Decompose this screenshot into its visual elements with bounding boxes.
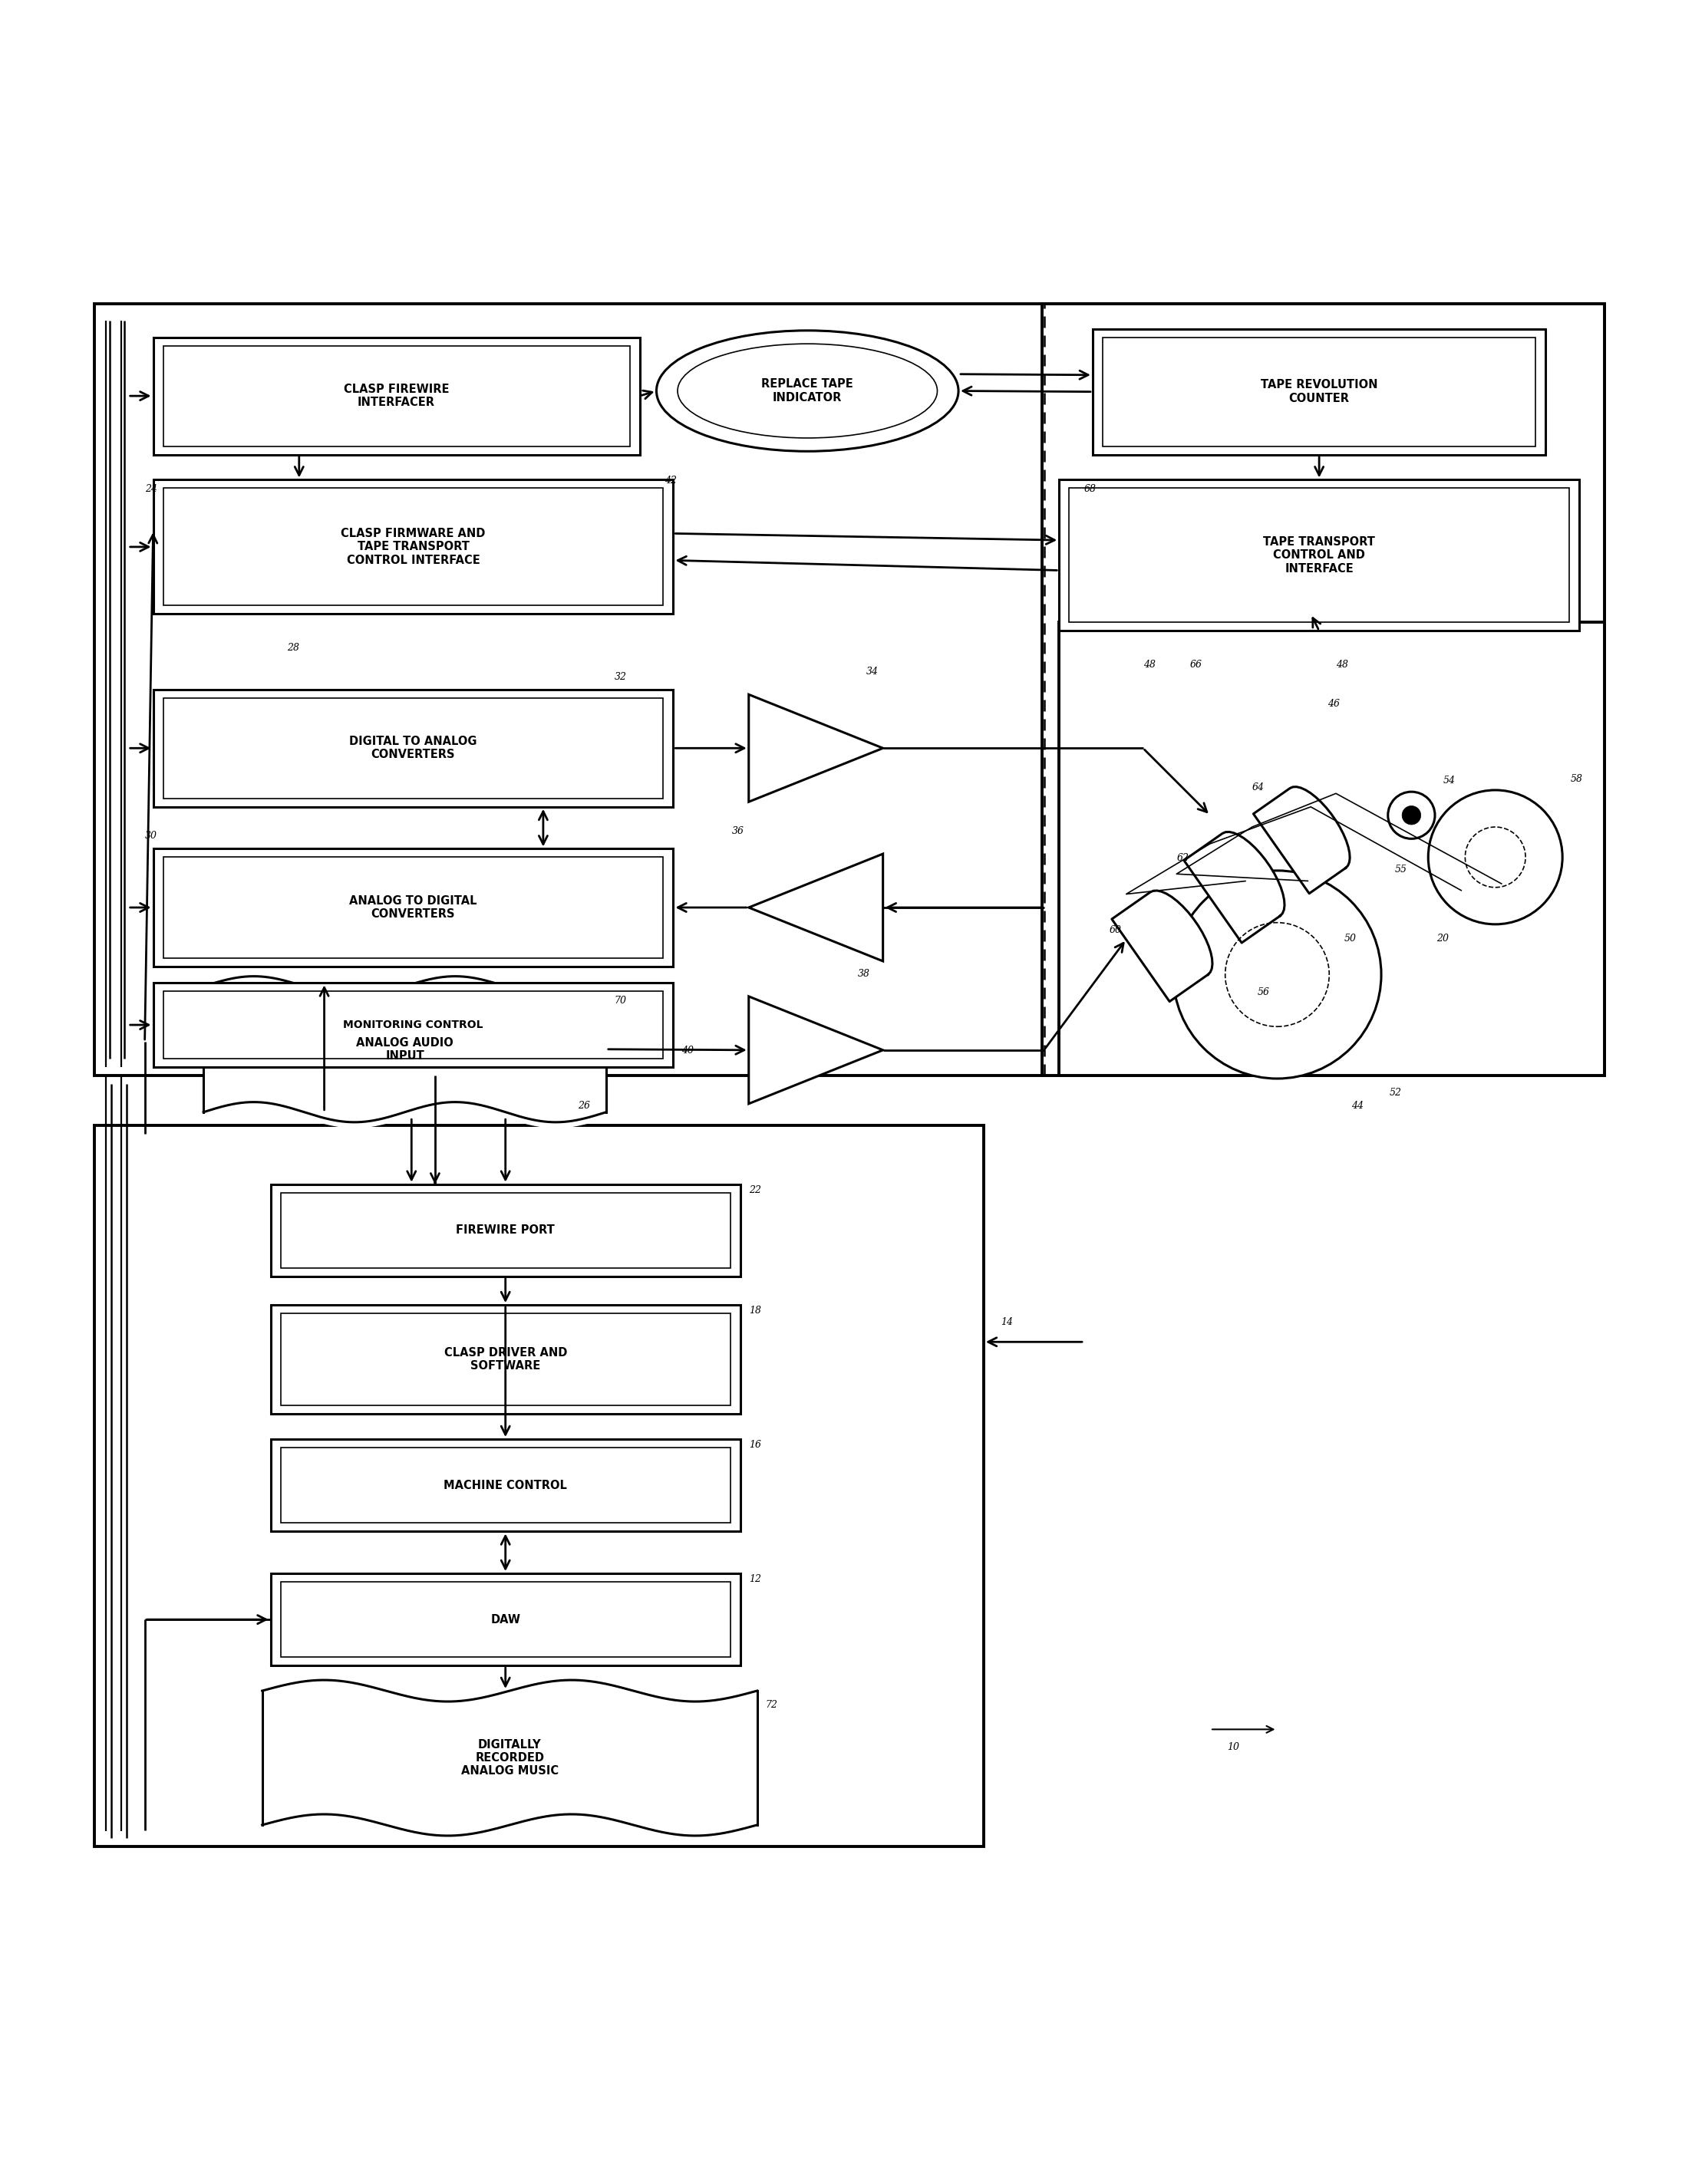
Text: 62: 62 (1176, 854, 1189, 863)
Bar (271, 1306, 740, 1413)
Polygon shape (1253, 786, 1351, 893)
Text: 70: 70 (614, 996, 627, 1005)
Text: ANALOG AUDIO
INPUT: ANALOG AUDIO INPUT (357, 1037, 454, 1061)
Text: 36: 36 (732, 826, 743, 836)
Bar (281, 1192, 730, 1269)
Text: 34: 34 (866, 666, 878, 677)
Text: 32: 32 (614, 673, 627, 681)
Polygon shape (748, 996, 883, 1103)
Text: 44: 44 (1351, 1101, 1364, 1112)
Ellipse shape (656, 330, 959, 452)
Bar (163, 345, 629, 446)
Text: FIREWIRE PORT: FIREWIRE PORT (456, 1225, 555, 1236)
Text: CLASP FIRMWARE AND
TAPE TRANSPORT
CONTROL INTERFACE: CLASP FIRMWARE AND TAPE TRANSPORT CONTRO… (341, 529, 486, 566)
Text: ANALOG TO DIGITAL
CONVERTERS: ANALOG TO DIGITAL CONVERTERS (350, 895, 478, 919)
Text: 30: 30 (145, 832, 156, 841)
Bar (271, 1572, 740, 1666)
Bar (163, 856, 663, 959)
Text: 16: 16 (748, 1439, 760, 1450)
Text: 60: 60 (1110, 926, 1122, 935)
Text: 40: 40 (681, 1046, 695, 1055)
Text: 64: 64 (1251, 782, 1265, 793)
Text: 56: 56 (1256, 987, 1270, 998)
Circle shape (1403, 806, 1421, 826)
Circle shape (1388, 793, 1435, 839)
Text: 38: 38 (858, 968, 870, 978)
Text: MONITORING CONTROL: MONITORING CONTROL (343, 1020, 483, 1031)
Bar (94, 304, 1605, 1075)
Text: 12: 12 (748, 1575, 760, 1583)
Bar (153, 480, 673, 614)
Text: 58: 58 (1571, 773, 1583, 784)
Text: CLASP DRIVER AND
SOFTWARE: CLASP DRIVER AND SOFTWARE (444, 1348, 567, 1372)
Bar (1070, 489, 1569, 622)
Text: DAW: DAW (491, 1614, 520, 1625)
Bar (1103, 336, 1536, 446)
Polygon shape (1184, 832, 1285, 943)
Bar (271, 1439, 740, 1531)
Text: 10: 10 (1226, 1743, 1240, 1752)
Text: 72: 72 (765, 1699, 777, 1710)
Text: MACHINE CONTROL: MACHINE CONTROL (444, 1479, 567, 1492)
Text: 20: 20 (1436, 933, 1448, 943)
Bar (281, 1313, 730, 1406)
Polygon shape (748, 695, 883, 802)
Text: 48: 48 (1336, 660, 1349, 670)
Text: 52: 52 (1389, 1088, 1401, 1099)
Text: 68: 68 (1085, 485, 1097, 494)
Text: 46: 46 (1327, 699, 1341, 708)
Text: 22: 22 (748, 1186, 760, 1195)
Circle shape (1428, 791, 1563, 924)
Bar (163, 489, 663, 605)
Bar (1060, 622, 1605, 1075)
Text: TAPE TRANSPORT
CONTROL AND
INTERFACE: TAPE TRANSPORT CONTROL AND INTERFACE (1263, 535, 1376, 574)
Bar (1060, 480, 1579, 631)
Polygon shape (1112, 891, 1213, 1002)
Bar (1093, 330, 1546, 454)
Text: 28: 28 (288, 644, 299, 653)
Bar (153, 850, 673, 965)
Text: 14: 14 (1001, 1317, 1013, 1328)
Bar (1043, 304, 1605, 1075)
Text: TAPE REVOLUTION
COUNTER: TAPE REVOLUTION COUNTER (1260, 380, 1378, 404)
Bar (281, 1448, 730, 1522)
Text: 55: 55 (1394, 865, 1406, 874)
Text: REPLACE TAPE
INDICATOR: REPLACE TAPE INDICATOR (762, 378, 853, 404)
Text: 50: 50 (1344, 933, 1357, 943)
Text: DIGITALLY
RECORDED
ANALOG MUSIC: DIGITALLY RECORDED ANALOG MUSIC (461, 1738, 558, 1778)
Bar (281, 1581, 730, 1658)
Bar (153, 336, 639, 454)
Bar (163, 699, 663, 799)
Bar (153, 690, 673, 806)
Text: 66: 66 (1189, 660, 1203, 670)
Text: 26: 26 (577, 1101, 590, 1112)
Bar (153, 983, 673, 1066)
Text: CLASP FIREWIRE
INTERFACER: CLASP FIREWIRE INTERFACER (343, 384, 449, 408)
Text: DIGITAL TO ANALOG
CONVERTERS: DIGITAL TO ANALOG CONVERTERS (350, 736, 478, 760)
Text: 54: 54 (1443, 775, 1455, 786)
Text: 42: 42 (664, 476, 678, 485)
Text: 48: 48 (1144, 660, 1156, 670)
Text: 18: 18 (748, 1306, 760, 1315)
Text: 24: 24 (145, 485, 156, 494)
Polygon shape (748, 854, 883, 961)
Circle shape (1172, 871, 1381, 1079)
Bar (94, 1125, 984, 1848)
Bar (163, 992, 663, 1059)
Bar (271, 1184, 740, 1275)
